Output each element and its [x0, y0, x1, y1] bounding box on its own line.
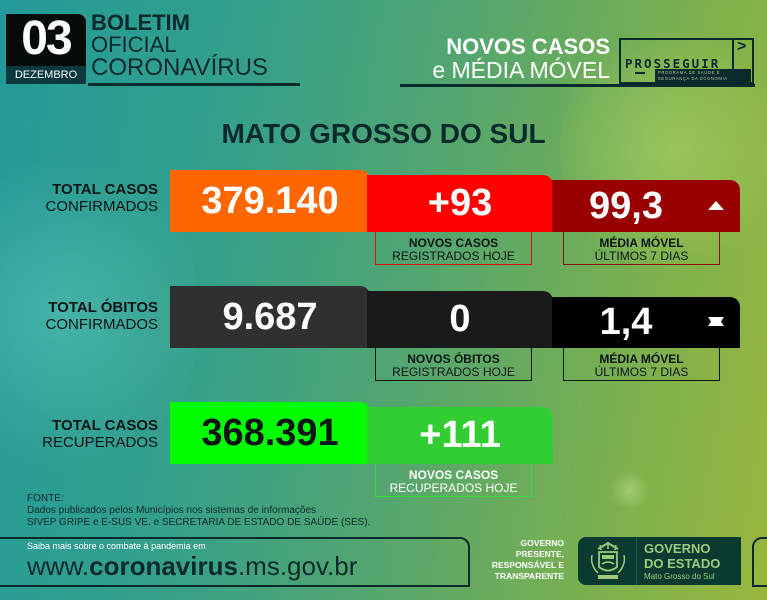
bulletin-title: BOLETIM OFICIAL CORONAVÍRUS: [91, 12, 268, 80]
slogan-line: GOVERNO: [520, 538, 564, 548]
section-title: NOVOS CASOS e MÉDIA MÓVEL: [416, 34, 610, 83]
deaths-moving-average-value: 1,4: [599, 301, 653, 343]
slogan-line: TRANSPARENTE: [494, 571, 564, 581]
section-title-line-2: e MÉDIA MÓVEL: [432, 57, 610, 83]
prosseguir-logo: > PROSSEGUIR PROGRAMA DE SAÚDE E SEGURAN…: [619, 38, 754, 84]
logo-divider: [732, 40, 734, 84]
url-suffix: .ms.gov.br: [237, 551, 358, 581]
label-regular: CONFIRMADOS: [45, 198, 159, 215]
source-heading: FONTE:: [27, 493, 64, 504]
new-recovered-card: +111: [367, 407, 553, 464]
label-regular: RECUPERADOS: [42, 434, 158, 451]
label-bold: TOTAL ÓBITOS: [48, 299, 158, 316]
deaths-total-card: 9.687: [170, 286, 370, 348]
caption-bold: MÉDIA MÓVEL: [599, 352, 684, 366]
virus-background-graphic: [610, 470, 650, 510]
cases-moving-average-value: 99,3: [589, 185, 663, 227]
new-recovered-value: +111: [419, 414, 501, 456]
cases-moving-average-caption: MÉDIA MÓVEL ÚLTIMOS 7 DIAS: [563, 232, 720, 265]
confirmed-cases-label: TOTAL CASOS CONFIRMADOS: [0, 181, 159, 215]
caption-regular: RECUPERADOS HOJE: [389, 481, 518, 495]
header-divider: [400, 84, 755, 87]
deaths-moving-average-card: 1,4: [552, 297, 740, 348]
new-recovered-caption: NOVOS CASOS RECUPERADOS HOJE: [375, 464, 532, 497]
recovered-label: TOTAL CASOS RECUPERADOS: [0, 417, 158, 451]
date-month: DEZEMBRO: [6, 66, 86, 84]
caption-regular: ÚLTIMOS 7 DIAS: [594, 249, 689, 263]
header-divider: [88, 83, 300, 86]
data-source: FONTE: Dados publicados pelos Municípios…: [27, 493, 370, 529]
deaths-moving-average-caption: MÉDIA MÓVEL ÚLTIMOS 7 DIAS: [563, 348, 720, 381]
website-link[interactable]: www.coronavirus.ms.gov.br: [27, 551, 357, 581]
caption-bold: MÉDIA MÓVEL: [599, 236, 684, 250]
government-slogan: GOVERNO PRESENTE, RESPONSÁVEL E TRANSPAR…: [480, 538, 564, 582]
footer-frame-right: [752, 537, 767, 587]
government-logo: GOVERNO DO ESTADO Mato Grosso do Sul: [578, 537, 741, 585]
new-cases-card: +93: [367, 175, 553, 232]
footer-info-text: Saiba mais sobre o combate à pandemia em: [27, 541, 206, 551]
new-cases-caption: NOVOS CASOS REGISTRADOS HOJE: [375, 232, 532, 265]
source-line: Dados publicados pelos Municípios nos si…: [27, 505, 317, 516]
gov-logo-line-3: Mato Grosso do Sul: [644, 572, 715, 581]
confirmed-cases-total-card: 379.140: [170, 170, 370, 232]
prosseguir-subtitle: PROGRAMA DE SAÚDE E SEGURANÇA DA ECONOMI…: [655, 69, 751, 83]
url-domain: coronavirus: [89, 551, 238, 581]
date-badge: 03 DEZEMBRO: [6, 14, 86, 84]
state-crest-icon: [590, 541, 626, 579]
caption-regular: ÚLTIMOS 7 DIAS: [594, 365, 689, 379]
new-deaths-caption: NOVOS ÓBITOS REGISTRADOS HOJE: [375, 348, 532, 381]
caption-regular: REGISTRADOS HOJE: [392, 365, 515, 379]
caption-regular: REGISTRADOS HOJE: [392, 249, 515, 263]
recovered-total: 368.391: [201, 412, 339, 454]
source-line: SIVEP GRIPE e E-SUS VE. e SECRETARIA DE …: [27, 517, 371, 528]
region-title: MATO GROSSO DO SUL: [221, 118, 546, 149]
slogan-line: PRESENTE,: [515, 549, 564, 559]
label-regular: CONFIRMADOS: [45, 316, 159, 333]
trend-up-icon: [708, 201, 724, 210]
gov-logo-line-1: GOVERNO: [644, 541, 711, 556]
date-day: 03: [21, 12, 72, 65]
deaths-label: TOTAL ÓBITOS CONFIRMADOS: [0, 299, 159, 333]
label-bold: TOTAL CASOS: [52, 417, 158, 434]
label-bold: TOTAL CASOS: [52, 181, 158, 198]
slogan-line: RESPONSÁVEL E: [491, 560, 564, 570]
url-prefix: www.: [27, 551, 90, 581]
new-cases-value: +93: [427, 182, 493, 224]
deaths-total: 9.687: [222, 296, 318, 338]
chevron-right-icon: >: [737, 38, 747, 55]
confirmed-cases-total: 379.140: [201, 180, 339, 222]
logo-divider: [636, 537, 637, 585]
title-line-1: BOLETIM: [91, 10, 190, 35]
new-deaths-card: 0: [367, 291, 553, 348]
section-title-line-1: NOVOS CASOS: [446, 34, 610, 59]
title-line-3: CORONAVÍRUS: [91, 54, 268, 81]
caption-bold: NOVOS ÓBITOS: [407, 352, 500, 366]
prosseguir-wordmark: PROSSEGUIR: [625, 56, 721, 71]
trend-stable-icon: [708, 317, 724, 326]
logo-dash: [635, 72, 645, 74]
recovered-total-card: 368.391: [170, 402, 370, 464]
caption-bold: NOVOS CASOS: [408, 236, 499, 250]
caption-bold: NOVOS CASOS: [408, 468, 499, 482]
new-deaths-value: 0: [449, 298, 471, 340]
cases-moving-average-card: 99,3: [552, 180, 740, 232]
footer-frame: [0, 537, 470, 587]
gov-logo-line-2: DO ESTADO: [644, 556, 721, 571]
title-line-2: OFICIAL: [91, 32, 177, 57]
